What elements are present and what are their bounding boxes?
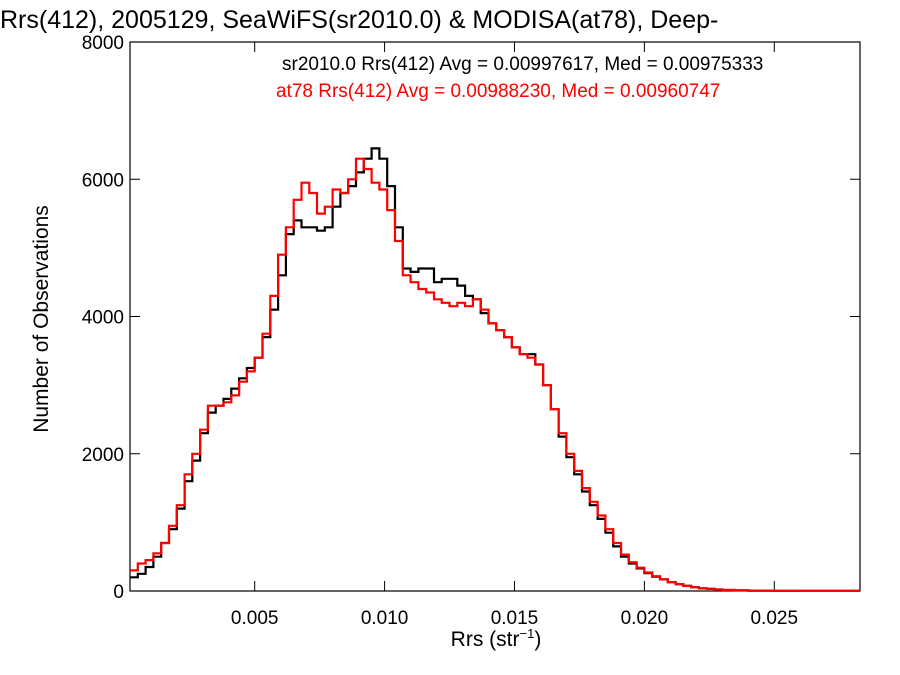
x-tick-label: 0.010 — [361, 608, 409, 629]
x-tick-label: 0.005 — [231, 608, 279, 629]
y-axis-label: Number of Observations — [30, 205, 53, 433]
annotation-sr2010-stats: sr2010.0 Rrs(412) Avg = 0.00997617, Med … — [282, 54, 763, 75]
plot-frame — [129, 41, 861, 592]
y-tick-label: 0 — [113, 582, 124, 603]
x-axis-label: Rrs (str−1) — [451, 626, 542, 651]
y-tick-label: 2000 — [82, 445, 124, 466]
x-axis-label-main: Rrs (str — [451, 628, 520, 651]
axis-ticks: 0.005 0.010 0.015 0.020 0.025 0 2000 4000 6000 80… — [82, 33, 860, 629]
series-line-at78 — [130, 157, 860, 592]
x-axis-label-superscript: −1 — [520, 626, 535, 641]
x-tick-label: 0.025 — [750, 608, 798, 629]
x-tick-label: 0.020 — [621, 608, 669, 629]
y-tick-label: 4000 — [82, 308, 124, 329]
chart-title: Rrs(412), 2005129, SeaWiFS(sr2010.0) & M… — [0, 6, 718, 34]
x-axis-label-close: ) — [534, 628, 541, 651]
series-line-sr2010-0 — [130, 147, 860, 592]
annotation-at78-stats: at78 Rrs(412) Avg = 0.00988230, Med = 0.… — [276, 81, 720, 102]
y-tick-label: 8000 — [82, 33, 124, 54]
x-tick-label: 0.015 — [491, 608, 539, 629]
y-tick-label: 6000 — [82, 170, 124, 191]
plot-area: 0.005 0.010 0.015 0.020 0.025 0 2000 4000 6000 80… — [82, 33, 861, 629]
series-group — [130, 147, 860, 592]
